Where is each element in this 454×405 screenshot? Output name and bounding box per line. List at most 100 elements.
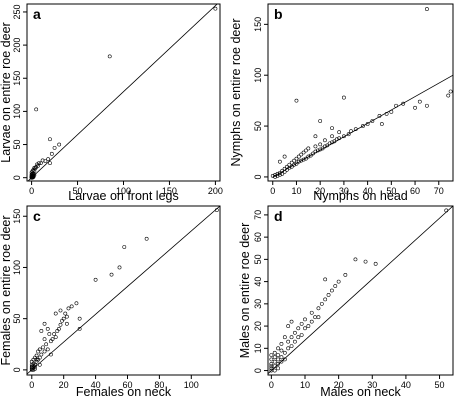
data-point bbox=[379, 122, 384, 126]
data-point bbox=[277, 170, 282, 175]
data-point bbox=[413, 105, 417, 110]
data-point bbox=[289, 160, 294, 165]
data-point bbox=[49, 151, 54, 156]
x-tick-label: 0 bbox=[269, 380, 274, 390]
y-tick-label: 50 bbox=[253, 254, 263, 264]
y-tick-label: 0 bbox=[12, 367, 22, 372]
data-point bbox=[294, 156, 299, 161]
panel-letter: b bbox=[274, 6, 283, 22]
data-point bbox=[282, 357, 287, 362]
x-tick-label: 10 bbox=[291, 186, 301, 196]
data-point bbox=[40, 158, 45, 163]
x-tick-label: 100 bbox=[116, 186, 131, 196]
data-point bbox=[301, 150, 306, 155]
data-point bbox=[296, 154, 301, 159]
data-point bbox=[343, 273, 348, 277]
data-point bbox=[286, 346, 291, 351]
data-point bbox=[341, 134, 346, 139]
data-point bbox=[53, 311, 58, 316]
data-point bbox=[213, 6, 218, 11]
x-tick-label: 0 bbox=[29, 380, 34, 390]
x-tick-label: 200 bbox=[208, 186, 223, 196]
panel-letter: c bbox=[33, 208, 41, 224]
data-point bbox=[289, 319, 294, 324]
data-point bbox=[330, 134, 334, 139]
data-point bbox=[269, 357, 274, 362]
data-point bbox=[280, 168, 285, 173]
y-axis-label: Larvae on entire roe deer bbox=[0, 22, 13, 162]
data-point bbox=[327, 141, 332, 146]
panel-letter: a bbox=[33, 6, 41, 22]
data-point bbox=[144, 236, 149, 241]
y-tick-label: 150 bbox=[12, 209, 22, 224]
data-point bbox=[299, 321, 304, 326]
data-point bbox=[269, 353, 274, 357]
x-tick-label: 20 bbox=[334, 380, 344, 390]
data-point bbox=[42, 349, 47, 354]
data-point bbox=[46, 157, 51, 162]
x-tick-label: 60 bbox=[410, 186, 420, 196]
x-tick-label: 70 bbox=[434, 186, 444, 196]
data-point bbox=[360, 124, 365, 128]
data-point bbox=[306, 146, 311, 151]
data-point bbox=[353, 127, 358, 132]
y-tick-label: 100 bbox=[12, 104, 22, 119]
regression-line bbox=[268, 206, 453, 374]
data-point bbox=[309, 310, 314, 315]
data-point bbox=[276, 361, 280, 366]
x-tick-label: 60 bbox=[122, 380, 132, 390]
data-point bbox=[301, 157, 306, 162]
data-point bbox=[303, 326, 307, 331]
data-point bbox=[323, 277, 328, 282]
data-point bbox=[272, 368, 277, 373]
data-point bbox=[299, 333, 304, 337]
data-point bbox=[282, 154, 287, 159]
x-tick-label: 80 bbox=[154, 380, 164, 390]
data-point bbox=[293, 339, 297, 344]
data-point bbox=[32, 165, 37, 170]
y-tick-label: 100 bbox=[253, 68, 263, 83]
data-point bbox=[330, 140, 334, 145]
data-point bbox=[64, 321, 69, 326]
data-point bbox=[286, 339, 291, 344]
data-point bbox=[308, 153, 313, 158]
data-point bbox=[287, 162, 292, 167]
x-axis-label: Females on neck bbox=[76, 385, 172, 399]
data-point bbox=[279, 359, 284, 364]
data-point bbox=[45, 327, 50, 331]
data-point bbox=[61, 316, 66, 321]
data-point bbox=[34, 357, 39, 362]
data-point bbox=[57, 327, 61, 331]
x-axis-label: Nymphs on head bbox=[313, 189, 408, 203]
data-point bbox=[52, 332, 57, 336]
data-point bbox=[389, 109, 394, 114]
data-point bbox=[214, 208, 219, 212]
data-point bbox=[299, 152, 304, 157]
data-point bbox=[276, 357, 280, 362]
data-point bbox=[122, 245, 127, 249]
data-point bbox=[282, 335, 287, 340]
x-tick-label: 100 bbox=[184, 380, 199, 390]
data-point bbox=[286, 324, 291, 328]
data-point bbox=[109, 272, 114, 277]
x-tick-label: 20 bbox=[59, 380, 69, 390]
data-point bbox=[341, 95, 346, 100]
data-point bbox=[107, 54, 112, 59]
data-point bbox=[370, 119, 375, 123]
data-point bbox=[316, 315, 321, 320]
data-point bbox=[448, 89, 453, 94]
x-tick-label: 30 bbox=[367, 380, 377, 390]
data-point bbox=[313, 315, 317, 320]
data-point bbox=[37, 355, 42, 360]
y-axis-label: Males on entire roe deer bbox=[238, 223, 252, 359]
data-point bbox=[446, 93, 451, 98]
data-point bbox=[292, 162, 296, 167]
y-axis-label: Nymphs on entire roe deer bbox=[229, 19, 243, 167]
y-tick-label: 0 bbox=[253, 174, 263, 179]
data-point bbox=[33, 364, 37, 369]
panel-b: 0 10 20 30 40 50 60 70 0 50 100 150 Nymphs on head Ny… bbox=[229, 3, 454, 203]
data-point bbox=[316, 306, 321, 311]
data-point bbox=[74, 301, 79, 306]
